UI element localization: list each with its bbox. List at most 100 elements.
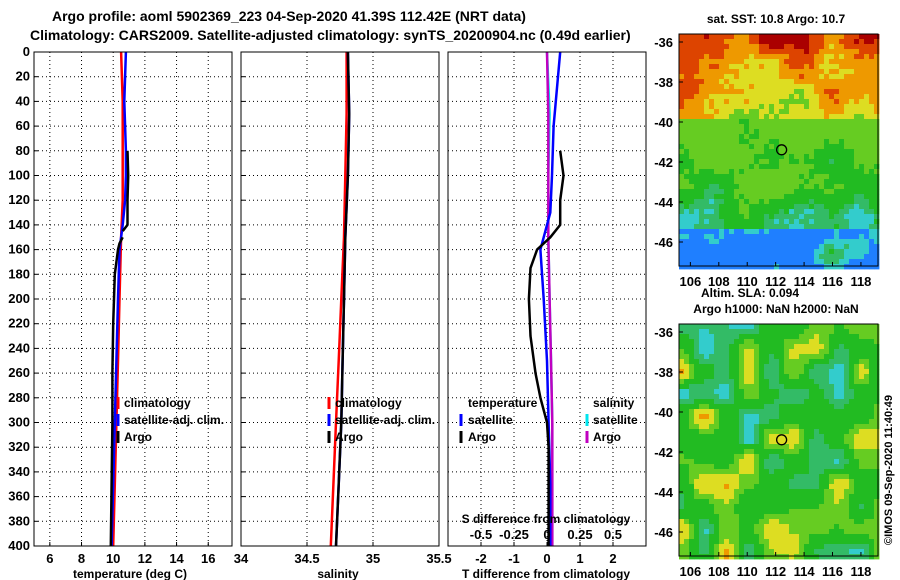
map-cell	[799, 389, 805, 395]
lon-tick-label: 116	[822, 274, 843, 289]
lat-tick-label: -44	[654, 195, 674, 210]
map-cell	[859, 334, 865, 340]
map-cell	[719, 149, 725, 155]
map-cell	[689, 544, 695, 550]
map-cell	[719, 519, 725, 525]
map-cell	[719, 364, 725, 370]
map-cell	[719, 84, 725, 90]
map-cell	[794, 144, 800, 150]
map-cell	[794, 329, 800, 335]
map-cell	[754, 469, 760, 475]
map-cell	[734, 114, 740, 120]
map-cell	[779, 389, 785, 395]
map-cell	[864, 544, 870, 550]
map-cell	[789, 84, 795, 90]
map-cell	[749, 379, 755, 385]
map-cell	[804, 149, 810, 155]
map-cell	[709, 239, 715, 245]
map-cell	[744, 144, 750, 150]
map-cell	[834, 549, 840, 555]
map-cell	[764, 549, 770, 555]
map-cell	[684, 154, 690, 160]
map-cell	[684, 124, 690, 130]
map-cell	[764, 389, 770, 395]
map-cell	[819, 164, 825, 170]
map-cell	[709, 94, 715, 100]
map-cell	[734, 499, 740, 505]
lat-tick-label: -40	[654, 405, 673, 420]
map-cell	[774, 404, 780, 410]
map-cell	[834, 504, 840, 510]
map-cell	[714, 44, 720, 50]
map-cell	[789, 519, 795, 525]
map-cell	[844, 334, 850, 340]
map-cell	[804, 339, 810, 345]
map-cell	[839, 454, 845, 460]
map-cell	[714, 444, 720, 450]
map-cell	[769, 189, 775, 195]
map-cell	[799, 509, 805, 515]
map-cell	[744, 209, 750, 215]
map-cell	[769, 129, 775, 135]
map-cell	[874, 94, 880, 100]
map-cell	[759, 159, 765, 165]
map-cell	[714, 529, 720, 535]
map-cell	[714, 189, 720, 195]
map-cell	[779, 129, 785, 135]
map-cell	[819, 94, 825, 100]
map-cell	[719, 459, 725, 465]
map-cell	[864, 264, 870, 270]
map-cell	[764, 189, 770, 195]
map-cell	[839, 504, 845, 510]
map-cell	[754, 499, 760, 505]
map-cell	[814, 494, 820, 500]
map-cell	[724, 329, 730, 335]
map-cell	[824, 94, 830, 100]
map-cell	[829, 59, 835, 65]
map-cell	[679, 134, 685, 140]
map-cell	[779, 464, 785, 470]
map-cell	[754, 429, 760, 435]
map-cell	[714, 534, 720, 540]
map-cell	[819, 119, 825, 125]
map-cell	[859, 434, 865, 440]
map-cell	[694, 529, 700, 535]
map-cell	[814, 189, 820, 195]
map-cell	[854, 484, 860, 490]
map-cell	[729, 264, 735, 270]
legend-satellite-label: satellite-adj. clim.	[335, 413, 435, 427]
map-cell	[679, 519, 685, 525]
x2-tick-label: 0	[543, 527, 550, 542]
map-cell	[839, 199, 845, 205]
map-cell	[794, 514, 800, 520]
map-cell	[854, 69, 860, 75]
map-cell	[694, 229, 700, 235]
map-cell	[824, 249, 830, 255]
map-cell	[739, 34, 745, 40]
map-cell	[844, 539, 850, 545]
map-cell	[724, 464, 730, 470]
map-cell	[749, 219, 755, 225]
map-cell	[684, 249, 690, 255]
map-cell	[874, 359, 880, 365]
map-cell	[709, 49, 715, 55]
map-cell	[684, 84, 690, 90]
map-cell	[719, 529, 725, 535]
map-cell	[759, 454, 765, 460]
map-cell	[739, 244, 745, 250]
map-cell	[719, 59, 725, 65]
map-cell	[829, 234, 835, 240]
map-cell	[864, 164, 870, 170]
map-cell	[839, 129, 845, 135]
map-cell	[824, 139, 830, 145]
map-cell	[814, 99, 820, 105]
map-cell	[689, 524, 695, 530]
map-cell	[864, 349, 870, 355]
map-cell	[694, 139, 700, 145]
map-cell	[789, 479, 795, 485]
map-cell	[864, 134, 870, 140]
map-cell	[799, 179, 805, 185]
map-cell	[694, 469, 700, 475]
map-cell	[839, 549, 845, 555]
map-cell	[734, 379, 740, 385]
